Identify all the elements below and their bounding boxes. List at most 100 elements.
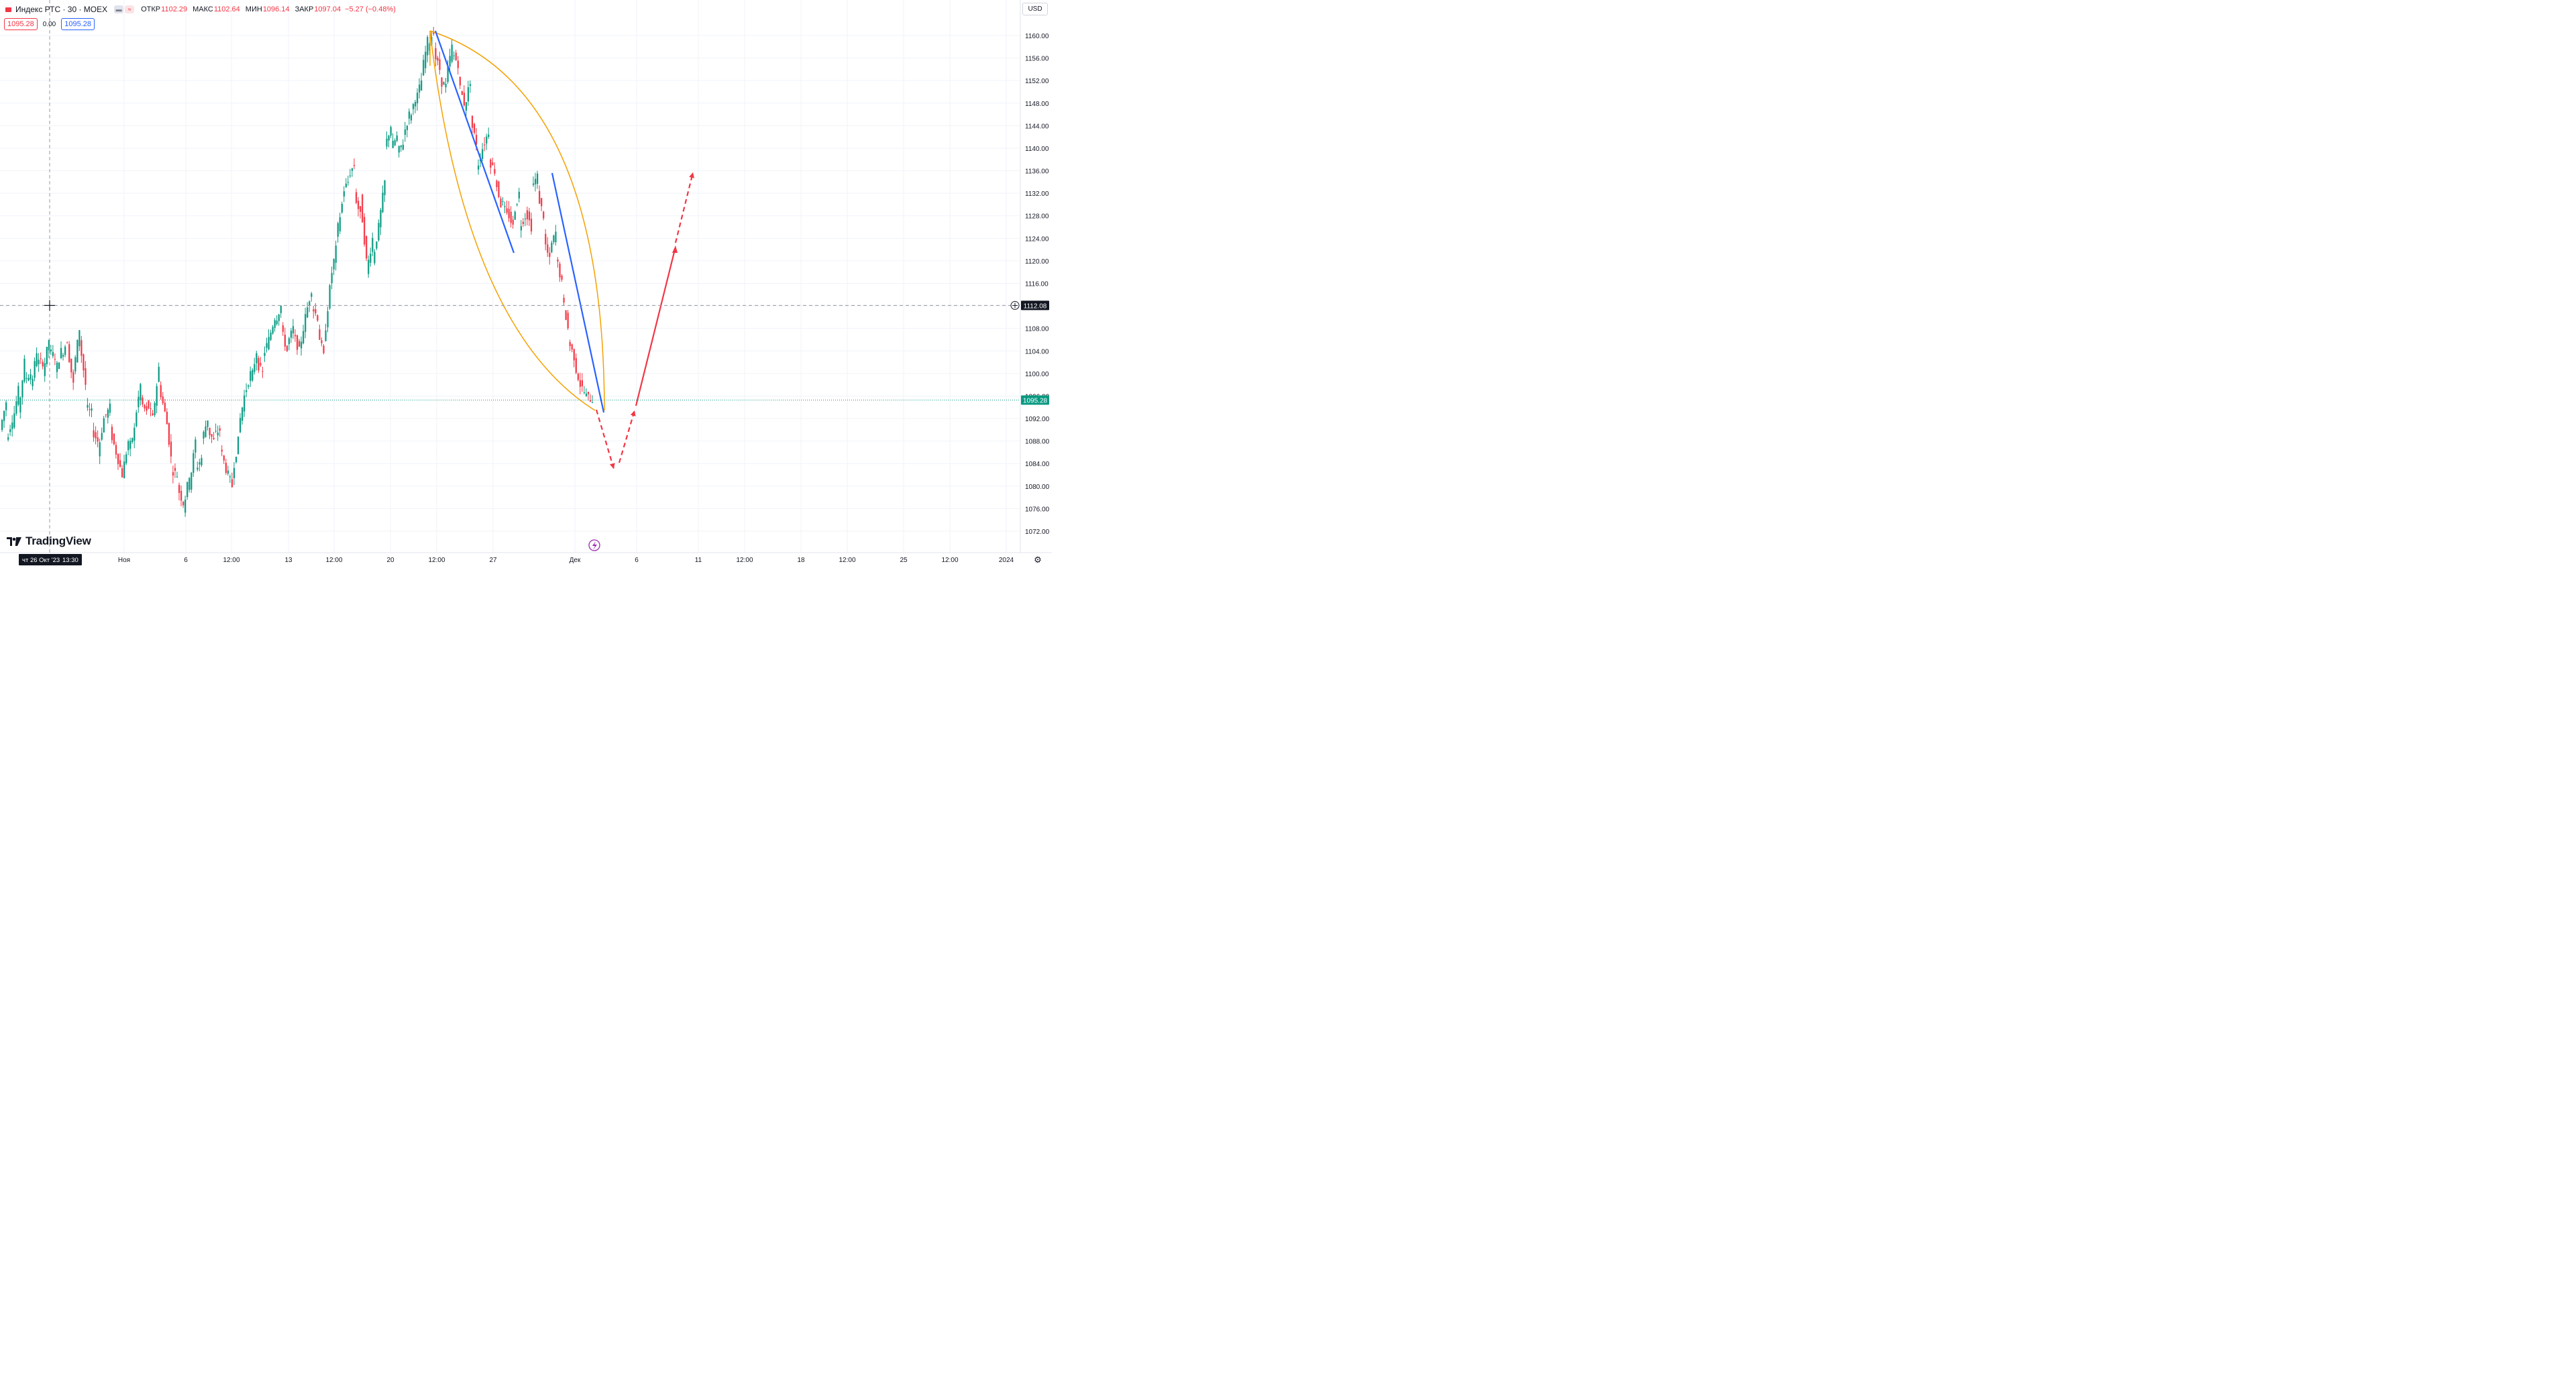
currency-button[interactable]: USD <box>1022 3 1048 15</box>
candle-body <box>76 339 78 363</box>
price-tick-label: 1100.00 <box>1025 371 1049 378</box>
candle-body <box>535 178 537 184</box>
crosshair-price-badge <box>1021 300 1049 311</box>
candle-body <box>451 44 453 62</box>
candle-body <box>343 191 345 197</box>
candle-body <box>530 219 533 232</box>
candle-body <box>412 104 415 109</box>
price-chart[interactable]: 1160.001156.001152.001148.001144.001140.… <box>0 0 1052 569</box>
forecast-arrow-down <box>595 409 615 469</box>
candle-body <box>93 430 95 438</box>
candle-body <box>471 115 474 128</box>
candle-body <box>353 165 356 166</box>
candle-body <box>127 441 129 451</box>
candle-body <box>443 82 445 85</box>
candle-body <box>292 326 294 334</box>
price-tick-label: 1160.00 <box>1025 33 1049 40</box>
candle-body <box>518 191 520 199</box>
price-tick-label: 1140.00 <box>1025 146 1049 153</box>
forecast-arrow-up <box>618 410 636 463</box>
candle-body <box>299 341 301 347</box>
candle-body <box>217 433 219 436</box>
candle-body <box>388 135 390 141</box>
candle-body <box>545 233 547 245</box>
candle-body <box>571 344 573 350</box>
candle-body <box>223 455 225 461</box>
candle-body <box>400 145 402 148</box>
price-axis[interactable]: 1160.00 1156.00 1152.00 1148.00 1144.00 1140.… <box>1010 33 1050 536</box>
flag-icon <box>5 7 11 12</box>
candle-body <box>176 476 178 478</box>
candle-body <box>532 183 535 185</box>
candle-body <box>89 409 91 410</box>
candle-body <box>109 403 111 413</box>
candle-body <box>502 201 504 203</box>
price-tick-label: 1132.00 <box>1025 190 1049 198</box>
price-tick-label: 1080.00 <box>1025 484 1050 491</box>
price-tick-label: 1156.00 <box>1025 56 1049 63</box>
candle-body <box>514 211 516 220</box>
buy-button[interactable]: 1095.28 <box>61 18 95 30</box>
symbol-title[interactable]: Индекс РТС · 30 · MOEX <box>15 5 108 14</box>
wave-icon[interactable]: ≈ <box>125 5 135 13</box>
settings-gear-icon[interactable]: ⚙ <box>1034 555 1042 565</box>
price-tick-label: 1092.00 <box>1025 416 1050 423</box>
candle-body <box>207 420 209 427</box>
minus-icon[interactable]: ▬ <box>114 5 124 13</box>
candle-body <box>142 397 144 404</box>
candle-body <box>154 402 156 415</box>
candle-body <box>439 59 441 70</box>
candle-body <box>105 414 107 415</box>
candle-body <box>423 60 425 76</box>
candle-body <box>282 325 284 332</box>
candle-body <box>583 392 586 394</box>
candle-body <box>482 149 484 160</box>
candles <box>1 26 594 517</box>
candle-body <box>565 310 567 321</box>
time-tick-label: 12:00 <box>223 557 239 564</box>
candle-body <box>315 309 317 314</box>
time-tick-label: 20 <box>386 557 394 564</box>
candle-body <box>180 490 182 501</box>
candle-body <box>129 441 131 449</box>
candle-body <box>528 211 531 221</box>
candle-body <box>99 442 101 457</box>
candle-body <box>303 331 305 343</box>
time-tick-label: 27 <box>489 557 497 564</box>
candle-body <box>433 32 435 34</box>
open-label: ОТКР <box>141 5 161 13</box>
candle-body <box>284 335 286 347</box>
price-tick-label: 1104.00 <box>1025 348 1049 355</box>
candle-body <box>290 331 292 338</box>
candle-body <box>372 237 374 252</box>
candle-body <box>270 333 272 340</box>
tradingview-logo: TradingView <box>7 535 91 548</box>
candle-body <box>15 401 17 414</box>
candle-body <box>305 314 307 332</box>
candle-body <box>333 259 335 270</box>
price-tick-label: 1076.00 <box>1025 506 1050 513</box>
candle-body <box>441 77 443 87</box>
candle-body <box>329 285 331 309</box>
candle-body <box>184 499 186 513</box>
candle-body <box>323 345 325 353</box>
last-price-badge <box>1021 395 1049 405</box>
sell-button[interactable]: 1095.28 <box>4 18 38 30</box>
candle-body <box>512 219 514 225</box>
candle-body <box>241 407 244 421</box>
low-label: МИН <box>245 5 262 13</box>
candle-body <box>244 395 246 412</box>
candle-body <box>449 56 451 67</box>
forecast-line <box>635 249 676 406</box>
candle-body <box>32 378 34 386</box>
candle-body <box>248 385 250 387</box>
candle-body <box>74 357 76 372</box>
candle-body <box>510 211 512 223</box>
time-axis[interactable]: Ноя 6 12:00 13 12:00 20 12:00 27 Дек 6 11 12:00 18 12… <box>19 554 1014 565</box>
candle-body <box>577 374 579 380</box>
candle-body <box>537 173 539 184</box>
candle-body <box>44 363 46 376</box>
candle-body <box>201 457 203 465</box>
candle-body <box>111 427 113 441</box>
candle-body <box>402 144 404 150</box>
